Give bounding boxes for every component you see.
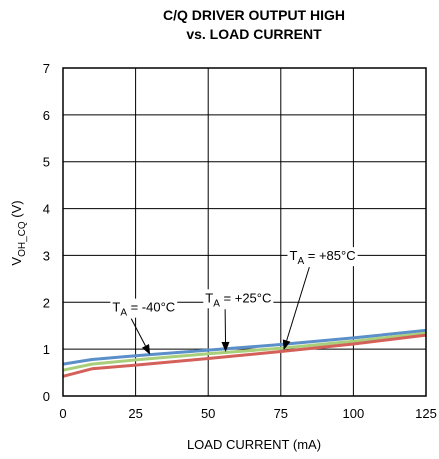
annotation-label-main: T <box>290 248 298 263</box>
x-tick-labels: 0 25 50 75 100 125 <box>59 406 436 421</box>
x-axis-label: LOAD CURRENT (mA) <box>187 437 321 452</box>
series-line-3 <box>62 333 427 378</box>
y-axis-label-main: V <box>9 257 24 266</box>
y-tick-label-1: 1 <box>43 342 50 357</box>
annotation-2: TA = +25°C <box>203 289 274 309</box>
series-line-1 <box>62 328 427 366</box>
annotation-label-sub: A <box>213 298 220 309</box>
y-tick-label-5: 5 <box>43 155 50 170</box>
chart-title-line1: C/Q DRIVER OUTPUT HIGH <box>163 7 345 23</box>
y-axis-label: VOH_CQ (V) <box>9 200 28 265</box>
annotation-label-sub: A <box>120 308 127 319</box>
annotation-arrowhead-3 <box>282 339 291 351</box>
annotation-label-main: T <box>112 300 120 315</box>
annotation-label-1: TA = -40°C <box>112 300 175 319</box>
y-axis-label-sub: OH_CQ <box>17 221 28 257</box>
y-axis-label-unit: (V) <box>9 200 24 221</box>
annotation-arrowhead-2 <box>221 341 230 352</box>
annotation-bg-3 <box>287 247 358 267</box>
y-tick-label-4: 4 <box>43 202 50 217</box>
annotation-3: TA = +85°C <box>287 247 358 267</box>
x-tick-label-75: 75 <box>274 406 288 421</box>
plot-frame <box>62 67 427 397</box>
annotation-label-rest: = +25°C <box>220 290 271 305</box>
annotation-arrow-line-3 <box>286 266 310 341</box>
x-tick-label-50: 50 <box>201 406 215 421</box>
annotation-label-sub: A <box>297 256 304 267</box>
x-tick-label-0: 0 <box>59 406 66 421</box>
y-tick-label-7: 7 <box>43 61 50 76</box>
annotation-bg-1 <box>110 298 178 318</box>
x-tick-label-100: 100 <box>343 406 365 421</box>
annotation-arrowhead-1 <box>141 344 151 355</box>
series-lines <box>62 328 427 378</box>
annotation-bg-2 <box>203 289 274 309</box>
annotation-label-main: T <box>205 290 213 305</box>
y-tick-label-3: 3 <box>43 248 50 263</box>
chart-title-line2: vs. LOAD CURRENT <box>186 26 322 42</box>
x-tick-label-25: 25 <box>128 406 142 421</box>
annotation-arrow-line-1 <box>130 318 146 347</box>
annotations: TA = -40°CTA = +25°CTA = +85°C <box>110 247 358 355</box>
annotation-label-rest: = -40°C <box>127 300 175 315</box>
x-tick-label-125: 125 <box>415 406 437 421</box>
series-line-2 <box>62 331 427 372</box>
y-tick-labels: 0 1 2 3 4 5 6 7 <box>43 61 50 404</box>
y-tick-label-6: 6 <box>43 108 50 123</box>
annotation-1: TA = -40°C <box>110 298 178 319</box>
annotation-label-2: TA = +25°C <box>205 290 271 309</box>
y-tick-label-0: 0 <box>43 389 50 404</box>
annotation-label-rest: = +85°C <box>304 248 355 263</box>
annotation-label-3: TA = +85°C <box>290 248 356 267</box>
y-tick-label-2: 2 <box>43 295 50 310</box>
